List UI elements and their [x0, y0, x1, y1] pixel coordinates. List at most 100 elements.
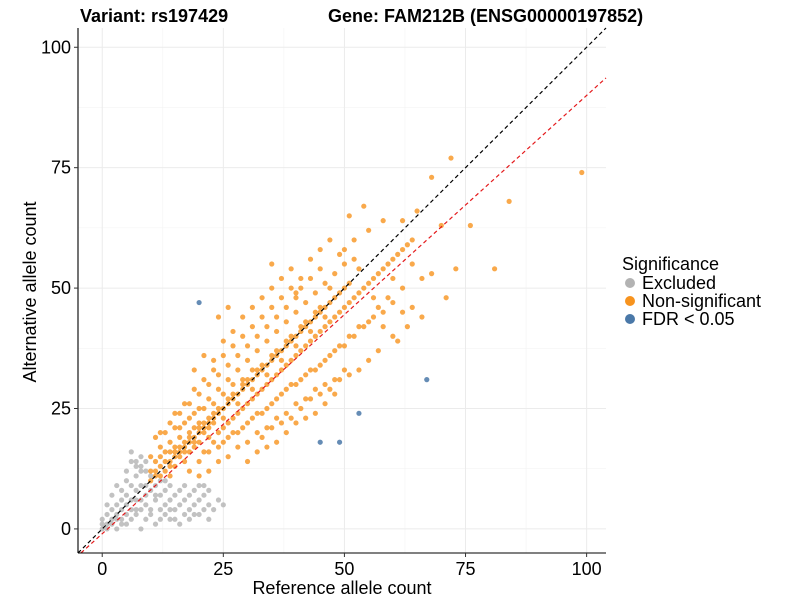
point-non-significant — [303, 372, 309, 378]
point-excluded — [128, 516, 134, 522]
x-tick-label: 75 — [456, 559, 476, 579]
point-non-significant — [307, 367, 314, 373]
point-non-significant — [341, 261, 348, 267]
point-non-significant — [375, 304, 381, 310]
point-excluded — [109, 521, 115, 527]
point-non-significant — [346, 333, 352, 339]
point-fdr — [196, 299, 202, 306]
point-non-significant — [211, 439, 217, 445]
point-non-significant — [288, 285, 294, 291]
point-non-significant — [235, 401, 241, 407]
point-non-significant — [152, 434, 159, 440]
point-non-significant — [196, 420, 202, 426]
point-non-significant — [196, 405, 202, 412]
point-non-significant — [341, 343, 348, 349]
point-non-significant — [225, 377, 231, 383]
point-excluded — [138, 497, 144, 503]
point-excluded — [123, 511, 130, 518]
point-non-significant — [336, 309, 343, 315]
point-fdr — [317, 439, 323, 445]
point-non-significant — [293, 381, 299, 388]
point-non-significant — [307, 256, 314, 262]
point-non-significant — [419, 314, 425, 320]
point-non-significant — [215, 372, 222, 378]
point-non-significant — [467, 222, 473, 229]
point-non-significant — [240, 381, 246, 388]
point-non-significant — [491, 266, 498, 272]
point-non-significant — [211, 367, 217, 373]
y-axis-title: Alternative allele count — [20, 201, 40, 382]
point-excluded — [181, 482, 188, 489]
point-excluded — [138, 507, 144, 513]
point-non-significant — [235, 367, 241, 373]
point-non-significant — [206, 425, 212, 431]
point-non-significant — [336, 377, 343, 383]
point-non-significant — [240, 333, 246, 339]
point-excluded — [186, 507, 193, 513]
point-non-significant — [240, 377, 246, 383]
point-non-significant — [317, 304, 323, 310]
point-non-significant — [356, 324, 362, 330]
point-non-significant — [293, 352, 299, 359]
point-excluded — [133, 463, 139, 469]
point-non-significant — [215, 458, 222, 465]
point-non-significant — [380, 266, 386, 272]
point-non-significant — [579, 169, 585, 176]
point-non-significant — [332, 271, 338, 277]
point-non-significant — [244, 458, 251, 465]
y-tick-label: 50 — [51, 278, 71, 298]
point-non-significant — [181, 458, 188, 465]
point-non-significant — [298, 348, 304, 354]
point-non-significant — [191, 386, 197, 392]
point-non-significant — [157, 444, 163, 450]
point-non-significant — [283, 304, 289, 310]
point-excluded — [148, 511, 154, 518]
point-non-significant — [366, 357, 372, 363]
point-non-significant — [249, 386, 255, 392]
point-excluded — [191, 502, 197, 508]
point-non-significant — [351, 333, 357, 339]
point-non-significant — [283, 319, 289, 325]
point-non-significant — [264, 324, 270, 330]
point-excluded — [123, 478, 130, 484]
point-non-significant — [191, 425, 197, 431]
point-non-significant — [157, 454, 163, 460]
point-non-significant — [293, 343, 299, 349]
point-excluded — [114, 502, 120, 508]
point-non-significant — [215, 386, 222, 392]
point-non-significant — [404, 324, 410, 330]
point-non-significant — [312, 386, 318, 392]
point-non-significant — [283, 429, 289, 436]
point-non-significant — [288, 333, 294, 339]
point-non-significant — [293, 309, 299, 315]
y-tick-label: 0 — [61, 519, 71, 539]
point-non-significant — [235, 352, 241, 359]
point-non-significant — [167, 463, 173, 469]
point-non-significant — [356, 290, 362, 296]
point-non-significant — [225, 362, 231, 368]
point-non-significant — [259, 410, 265, 416]
point-non-significant — [385, 295, 391, 301]
point-excluded — [138, 526, 144, 532]
point-non-significant — [157, 463, 163, 469]
point-excluded — [104, 502, 110, 508]
point-non-significant — [443, 295, 449, 301]
point-non-significant — [322, 324, 328, 330]
point-excluded — [114, 516, 120, 522]
legend-key-excluded — [625, 278, 635, 288]
point-excluded — [167, 482, 173, 489]
point-non-significant — [191, 444, 197, 450]
point-non-significant — [240, 405, 246, 412]
point-non-significant — [235, 444, 241, 450]
point-excluded — [123, 521, 130, 527]
legend-title: Significance — [622, 254, 719, 274]
point-non-significant — [278, 367, 285, 373]
point-excluded — [196, 497, 202, 503]
point-excluded — [109, 492, 115, 498]
point-non-significant — [327, 285, 333, 291]
point-non-significant — [288, 266, 294, 272]
point-non-significant — [264, 425, 270, 431]
point-excluded — [114, 526, 120, 532]
point-non-significant — [196, 391, 202, 397]
point-non-significant — [201, 352, 207, 359]
